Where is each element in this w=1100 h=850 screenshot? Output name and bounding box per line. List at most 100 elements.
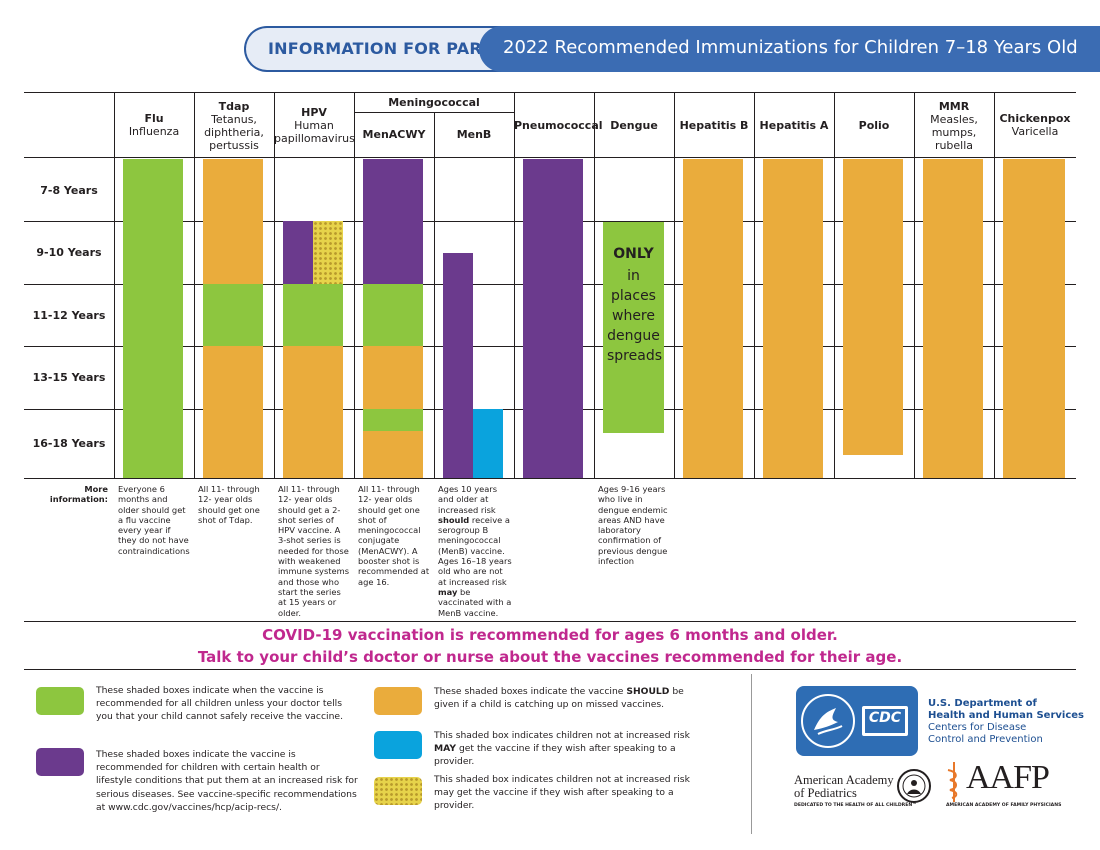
col-header-hpv: HPV Human papillomavirus — [274, 106, 355, 145]
dengue-places-text: in places where dengue spreads — [607, 268, 663, 364]
legend-blue-text: This shaded box indicates children not a… — [434, 729, 696, 769]
col-name: Polio — [858, 119, 890, 132]
col-rule — [834, 92, 835, 478]
row-label-11-12: 11-12 Years — [32, 309, 106, 322]
col-header-pneumococcal: Pneumococcal — [514, 119, 603, 132]
aap-logo-text: American Academy of Pediatrics — [794, 774, 894, 800]
col-desc: Measles, mumps, rubella — [930, 113, 978, 152]
legend-purple-swatch — [36, 748, 84, 776]
legend-green-swatch — [36, 687, 84, 715]
hhs-cdc-text: U.S. Department of Health and Human Serv… — [928, 698, 1084, 746]
col-rule — [434, 112, 435, 478]
legend-purple-end: . — [279, 801, 282, 813]
menacwy-catchup-bar — [363, 431, 423, 478]
col-desc: Tetanus, diphtheria, pertussis — [204, 113, 264, 152]
col-header-meningococcal: Meningococcal — [354, 96, 514, 109]
legend-orange-text: These shaded boxes indicate the vaccine … — [434, 685, 696, 711]
aap-line-2: of Pediatrics — [794, 786, 857, 800]
col-desc: Human papillomavirus — [274, 119, 355, 145]
legend-should-text: SHOULD — [626, 686, 670, 697]
col-rule — [594, 92, 595, 478]
col-rule — [194, 92, 195, 478]
col-desc: Varicella — [1011, 125, 1059, 138]
aafp-tagline: AMERICAN ACADEMY OF FAMILY PHYSICIANS — [946, 803, 1062, 808]
menacwy-catchup-bar — [363, 346, 423, 409]
dengue-bar: ONLY in places where dengue spreads — [603, 222, 664, 433]
row-label-13-15: 13-15 Years — [32, 371, 106, 384]
hhs-line-1: U.S. Department of — [928, 698, 1037, 709]
col-header-mmr: MMR Measles, mumps, rubella — [914, 100, 994, 152]
page-title: 2022 Recommended Immunizations for Child… — [503, 37, 1078, 58]
col-name: MenACWY — [362, 128, 426, 141]
menb-info-text: be vaccinated with a MenB vaccine. — [438, 586, 512, 618]
legend-blue-body: get the vaccine if they wish after speak… — [434, 743, 676, 768]
flu-all-ages-bar — [123, 159, 183, 478]
flu-more-info: Everyone 6 months and older should get a… — [118, 484, 190, 556]
aafp-wordmark: AAFP — [966, 759, 1050, 796]
tdap-more-info: All 11- through 12- year olds should get… — [198, 484, 260, 525]
cdc-wordmark: CDC — [868, 710, 902, 726]
legend-purple-text: These shaded boxes indicate the vaccine … — [96, 748, 358, 814]
col-name: HPV — [301, 106, 327, 119]
menb-may-bar — [473, 409, 503, 478]
col-name: Tdap — [218, 100, 250, 113]
info-for-parents-label: INFORMATION FOR PARENTS — [268, 39, 530, 58]
hhs-line-2: Health and Human Services — [928, 710, 1084, 721]
hepatitis-a-catchup-bar — [763, 159, 823, 478]
col-desc: Influenza — [128, 125, 180, 138]
hpv-more-info: All 11- through 12- year olds should get… — [278, 484, 350, 618]
menacwy-risk-bar — [363, 159, 423, 284]
legend-orange-swatch — [374, 687, 422, 715]
legend-orange-body: These shaded boxes indicate the vaccine — [434, 686, 627, 697]
col-name: Flu — [144, 112, 164, 125]
covid-line-2: Talk to your child’s doctor or nurse abo… — [197, 648, 903, 666]
table-top-rule — [24, 92, 1076, 93]
table-bottom-rule — [24, 478, 1076, 479]
dengue-only-label: ONLY — [613, 246, 654, 262]
title-banner: 2022 Recommended Immunizations for Child… — [479, 26, 1100, 72]
tdap-recommended-bar — [203, 284, 263, 346]
col-name: MenB — [456, 128, 492, 141]
hpv-recommended-bar — [283, 284, 343, 346]
col-name: Hepatitis A — [759, 119, 829, 132]
tdap-catchup-bar — [203, 346, 263, 478]
col-rule — [674, 92, 675, 478]
col-header-menb: MenB — [434, 128, 514, 141]
menb-risk-bar — [443, 253, 473, 478]
col-rule — [754, 92, 755, 478]
col-rule — [514, 92, 515, 478]
legend-dotted-text: This shaded box indicates children not a… — [434, 774, 690, 812]
menb-info-text: receive a serogroup B meningococcal (Men… — [438, 514, 512, 587]
col-header-polio: Polio — [834, 119, 914, 132]
legend-orange-body: be given if a child is catching up on mi… — [434, 686, 684, 711]
hhs-logo: CDC — [796, 686, 918, 756]
covid-line-1: COVID-19 vaccination is recommended for … — [262, 626, 838, 644]
polio-catchup-bar — [843, 159, 903, 455]
col-header-chickenpox: Chickenpox Varicella — [994, 112, 1076, 138]
col-name: Dengue — [610, 119, 658, 132]
aap-seal-icon — [897, 769, 931, 803]
hhs-eagle-icon — [801, 694, 908, 748]
covid-bottom-rule — [24, 669, 1076, 670]
mmr-catchup-bar — [923, 159, 983, 478]
header-bottom-rule — [24, 157, 1076, 158]
aap-line-1: American Academy — [794, 773, 894, 787]
menb-may-text: may — [438, 586, 458, 597]
tdap-catchup-bar — [203, 159, 263, 284]
acip-recs-link[interactable]: www.cdc.gov/vaccines/hcp/acip-recs/ — [108, 801, 280, 813]
legend-dotted-swatch — [374, 777, 422, 805]
pneumococcal-risk-bar — [523, 159, 583, 478]
col-header-hepatitis-a: Hepatitis A — [754, 119, 834, 132]
col-name: Chickenpox — [999, 112, 1071, 125]
dengue-more-info: Ages 9-16 years who live in dengue endem… — [598, 484, 668, 567]
hepatitis-b-catchup-bar — [683, 159, 743, 478]
col-name: Hepatitis B — [679, 119, 749, 132]
col-header-menacwy: MenACWY — [354, 128, 434, 141]
hpv-optional-dotted-bar — [313, 221, 343, 284]
col-rule — [274, 92, 275, 478]
legend-blue-swatch — [374, 731, 422, 759]
aap-tagline: DEDICATED TO THE HEALTH OF ALL CHILDREN™ — [794, 803, 917, 808]
menacwy-recommended-bar — [363, 284, 423, 346]
col-header-hepatitis-b: Hepatitis B — [674, 119, 754, 132]
menacwy-more-info: All 11- through 12- year olds should get… — [358, 484, 430, 587]
